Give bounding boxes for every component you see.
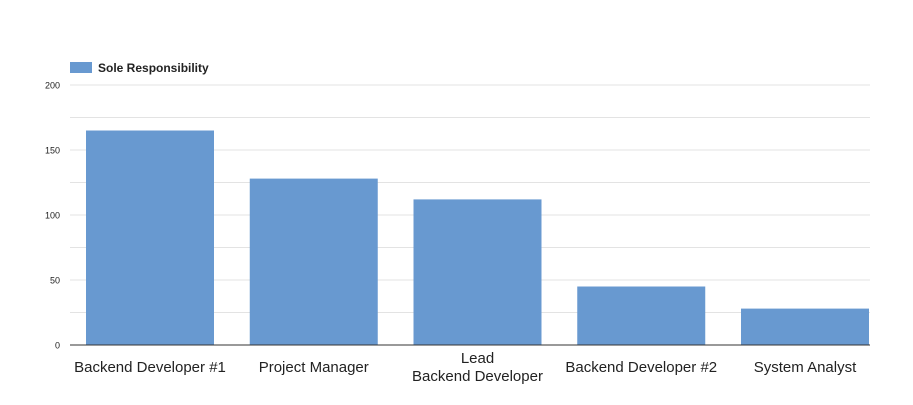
legend-label: Sole Responsibility xyxy=(98,61,209,75)
bar xyxy=(741,308,869,345)
bar xyxy=(577,286,706,345)
y-tick-label: 200 xyxy=(45,81,60,91)
x-tick-label: Project Manager xyxy=(259,359,369,376)
bar xyxy=(249,178,378,345)
x-tick-label: System Analyst xyxy=(754,359,857,376)
x-tick-label: Backend Developer #1 xyxy=(74,359,226,376)
x-tick-label: Backend Developer #2 xyxy=(565,359,717,376)
y-tick-label: 150 xyxy=(45,146,60,156)
x-tick-labels: Backend Developer #1 Project Manager Lead B… xyxy=(74,350,857,385)
bar xyxy=(413,199,542,345)
x-tick-label: Lead Backend Developer xyxy=(412,350,543,385)
bar xyxy=(86,130,214,345)
bars xyxy=(86,130,869,345)
legend: Sole Responsibility xyxy=(70,61,209,75)
legend-swatch xyxy=(70,62,92,73)
y-tick-label: 100 xyxy=(45,211,60,221)
y-tick-label: 0 xyxy=(55,341,60,351)
y-tick-label: 50 xyxy=(50,276,60,286)
y-tick-labels: 0 50 100 150 200 xyxy=(45,81,60,351)
